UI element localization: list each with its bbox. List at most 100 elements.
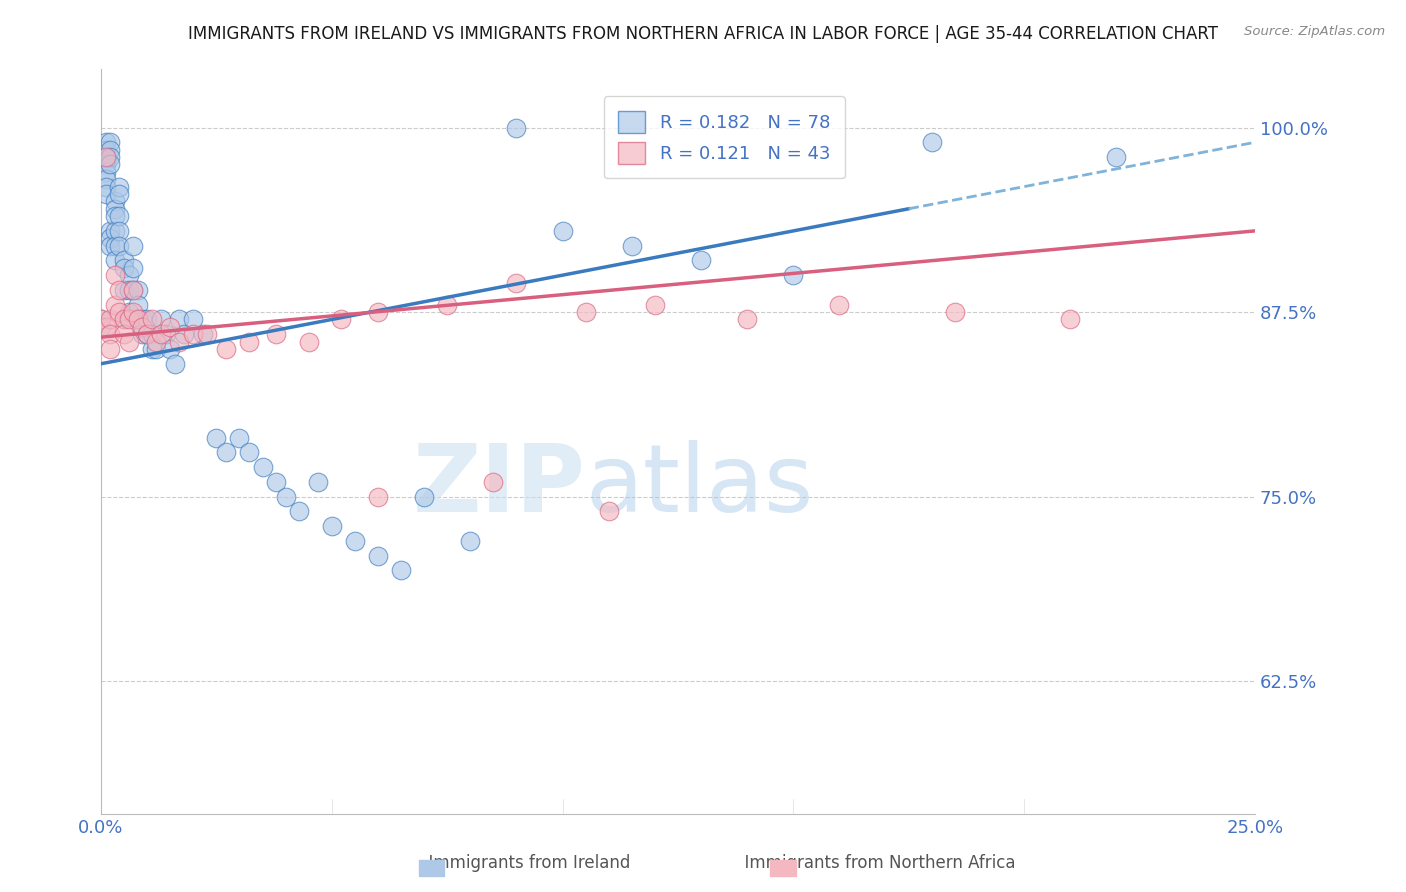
Point: [159, 342, 181, 356]
Text: ZIP: ZIP: [413, 440, 586, 532]
Point: [252, 460, 274, 475]
Point: [575, 305, 598, 319]
Point: [149, 312, 172, 326]
Point: [112, 327, 135, 342]
Point: [127, 312, 149, 326]
Point: [367, 549, 389, 563]
Point: [127, 312, 149, 326]
Point: [1105, 150, 1128, 164]
Point: [94, 136, 117, 150]
Point: [131, 327, 153, 342]
Text: Source: ZipAtlas.com: Source: ZipAtlas.com: [1244, 25, 1385, 38]
Point: [108, 179, 131, 194]
Point: [205, 431, 228, 445]
Point: [191, 327, 214, 342]
Point: [131, 319, 153, 334]
Point: [921, 136, 943, 150]
Point: [141, 312, 163, 326]
Point: [181, 327, 204, 342]
Point: [104, 224, 127, 238]
Point: [141, 327, 163, 342]
Point: [118, 283, 141, 297]
Point: [98, 312, 121, 326]
Point: [238, 445, 260, 459]
Point: [943, 305, 966, 319]
Point: [321, 519, 343, 533]
Text: Immigrants from Northern Africa: Immigrants from Northern Africa: [713, 855, 1017, 872]
Point: [118, 268, 141, 283]
Point: [238, 334, 260, 349]
Point: [112, 260, 135, 275]
Point: [112, 283, 135, 297]
Point: [266, 327, 288, 342]
Point: [108, 224, 131, 238]
Point: [367, 305, 389, 319]
Point: [98, 231, 121, 245]
Point: [266, 475, 288, 489]
Point: [343, 533, 366, 548]
Point: [127, 298, 149, 312]
Point: [94, 150, 117, 164]
Point: [94, 172, 117, 186]
Point: [598, 504, 620, 518]
Point: [159, 319, 181, 334]
Point: [136, 327, 159, 342]
Point: [163, 357, 186, 371]
Point: [155, 327, 177, 342]
Point: [828, 298, 851, 312]
Point: [108, 305, 131, 319]
Point: [644, 298, 666, 312]
Point: [98, 327, 121, 342]
Point: [108, 238, 131, 252]
Point: [735, 312, 758, 326]
Point: [94, 186, 117, 201]
Point: [108, 283, 131, 297]
Point: [145, 342, 167, 356]
Point: [181, 312, 204, 326]
Point: [112, 253, 135, 268]
Point: [330, 312, 353, 326]
Point: [782, 268, 804, 283]
Point: [94, 150, 117, 164]
Point: [90, 312, 112, 326]
Point: [298, 334, 321, 349]
Point: [169, 312, 191, 326]
Point: [104, 209, 127, 223]
Point: [98, 238, 121, 252]
Point: [90, 319, 112, 334]
Point: [104, 298, 127, 312]
Point: [94, 179, 117, 194]
Point: [274, 490, 297, 504]
Point: [104, 238, 127, 252]
Legend: R = 0.182   N = 78, R = 0.121   N = 43: R = 0.182 N = 78, R = 0.121 N = 43: [603, 96, 845, 178]
Point: [136, 312, 159, 326]
Point: [505, 120, 527, 135]
Point: [104, 202, 127, 216]
Text: Immigrants from Ireland: Immigrants from Ireland: [396, 855, 630, 872]
Point: [131, 312, 153, 326]
Point: [389, 563, 412, 577]
Point: [413, 490, 436, 504]
Point: [551, 224, 574, 238]
Point: [122, 305, 145, 319]
Point: [1059, 312, 1081, 326]
Point: [458, 533, 481, 548]
Text: IMMIGRANTS FROM IRELAND VS IMMIGRANTS FROM NORTHERN AFRICA IN LABOR FORCE | AGE : IMMIGRANTS FROM IRELAND VS IMMIGRANTS FR…: [188, 25, 1218, 43]
Point: [122, 260, 145, 275]
Point: [108, 209, 131, 223]
Point: [690, 253, 713, 268]
Point: [104, 194, 127, 209]
Point: [127, 283, 149, 297]
Point: [98, 136, 121, 150]
Point: [436, 298, 458, 312]
Point: [98, 150, 121, 164]
Point: [505, 276, 527, 290]
Point: [214, 445, 236, 459]
Point: [118, 305, 141, 319]
Point: [482, 475, 505, 489]
Point: [94, 165, 117, 179]
Text: atlas: atlas: [586, 440, 814, 532]
Point: [228, 431, 250, 445]
Point: [145, 334, 167, 349]
Point: [118, 334, 141, 349]
